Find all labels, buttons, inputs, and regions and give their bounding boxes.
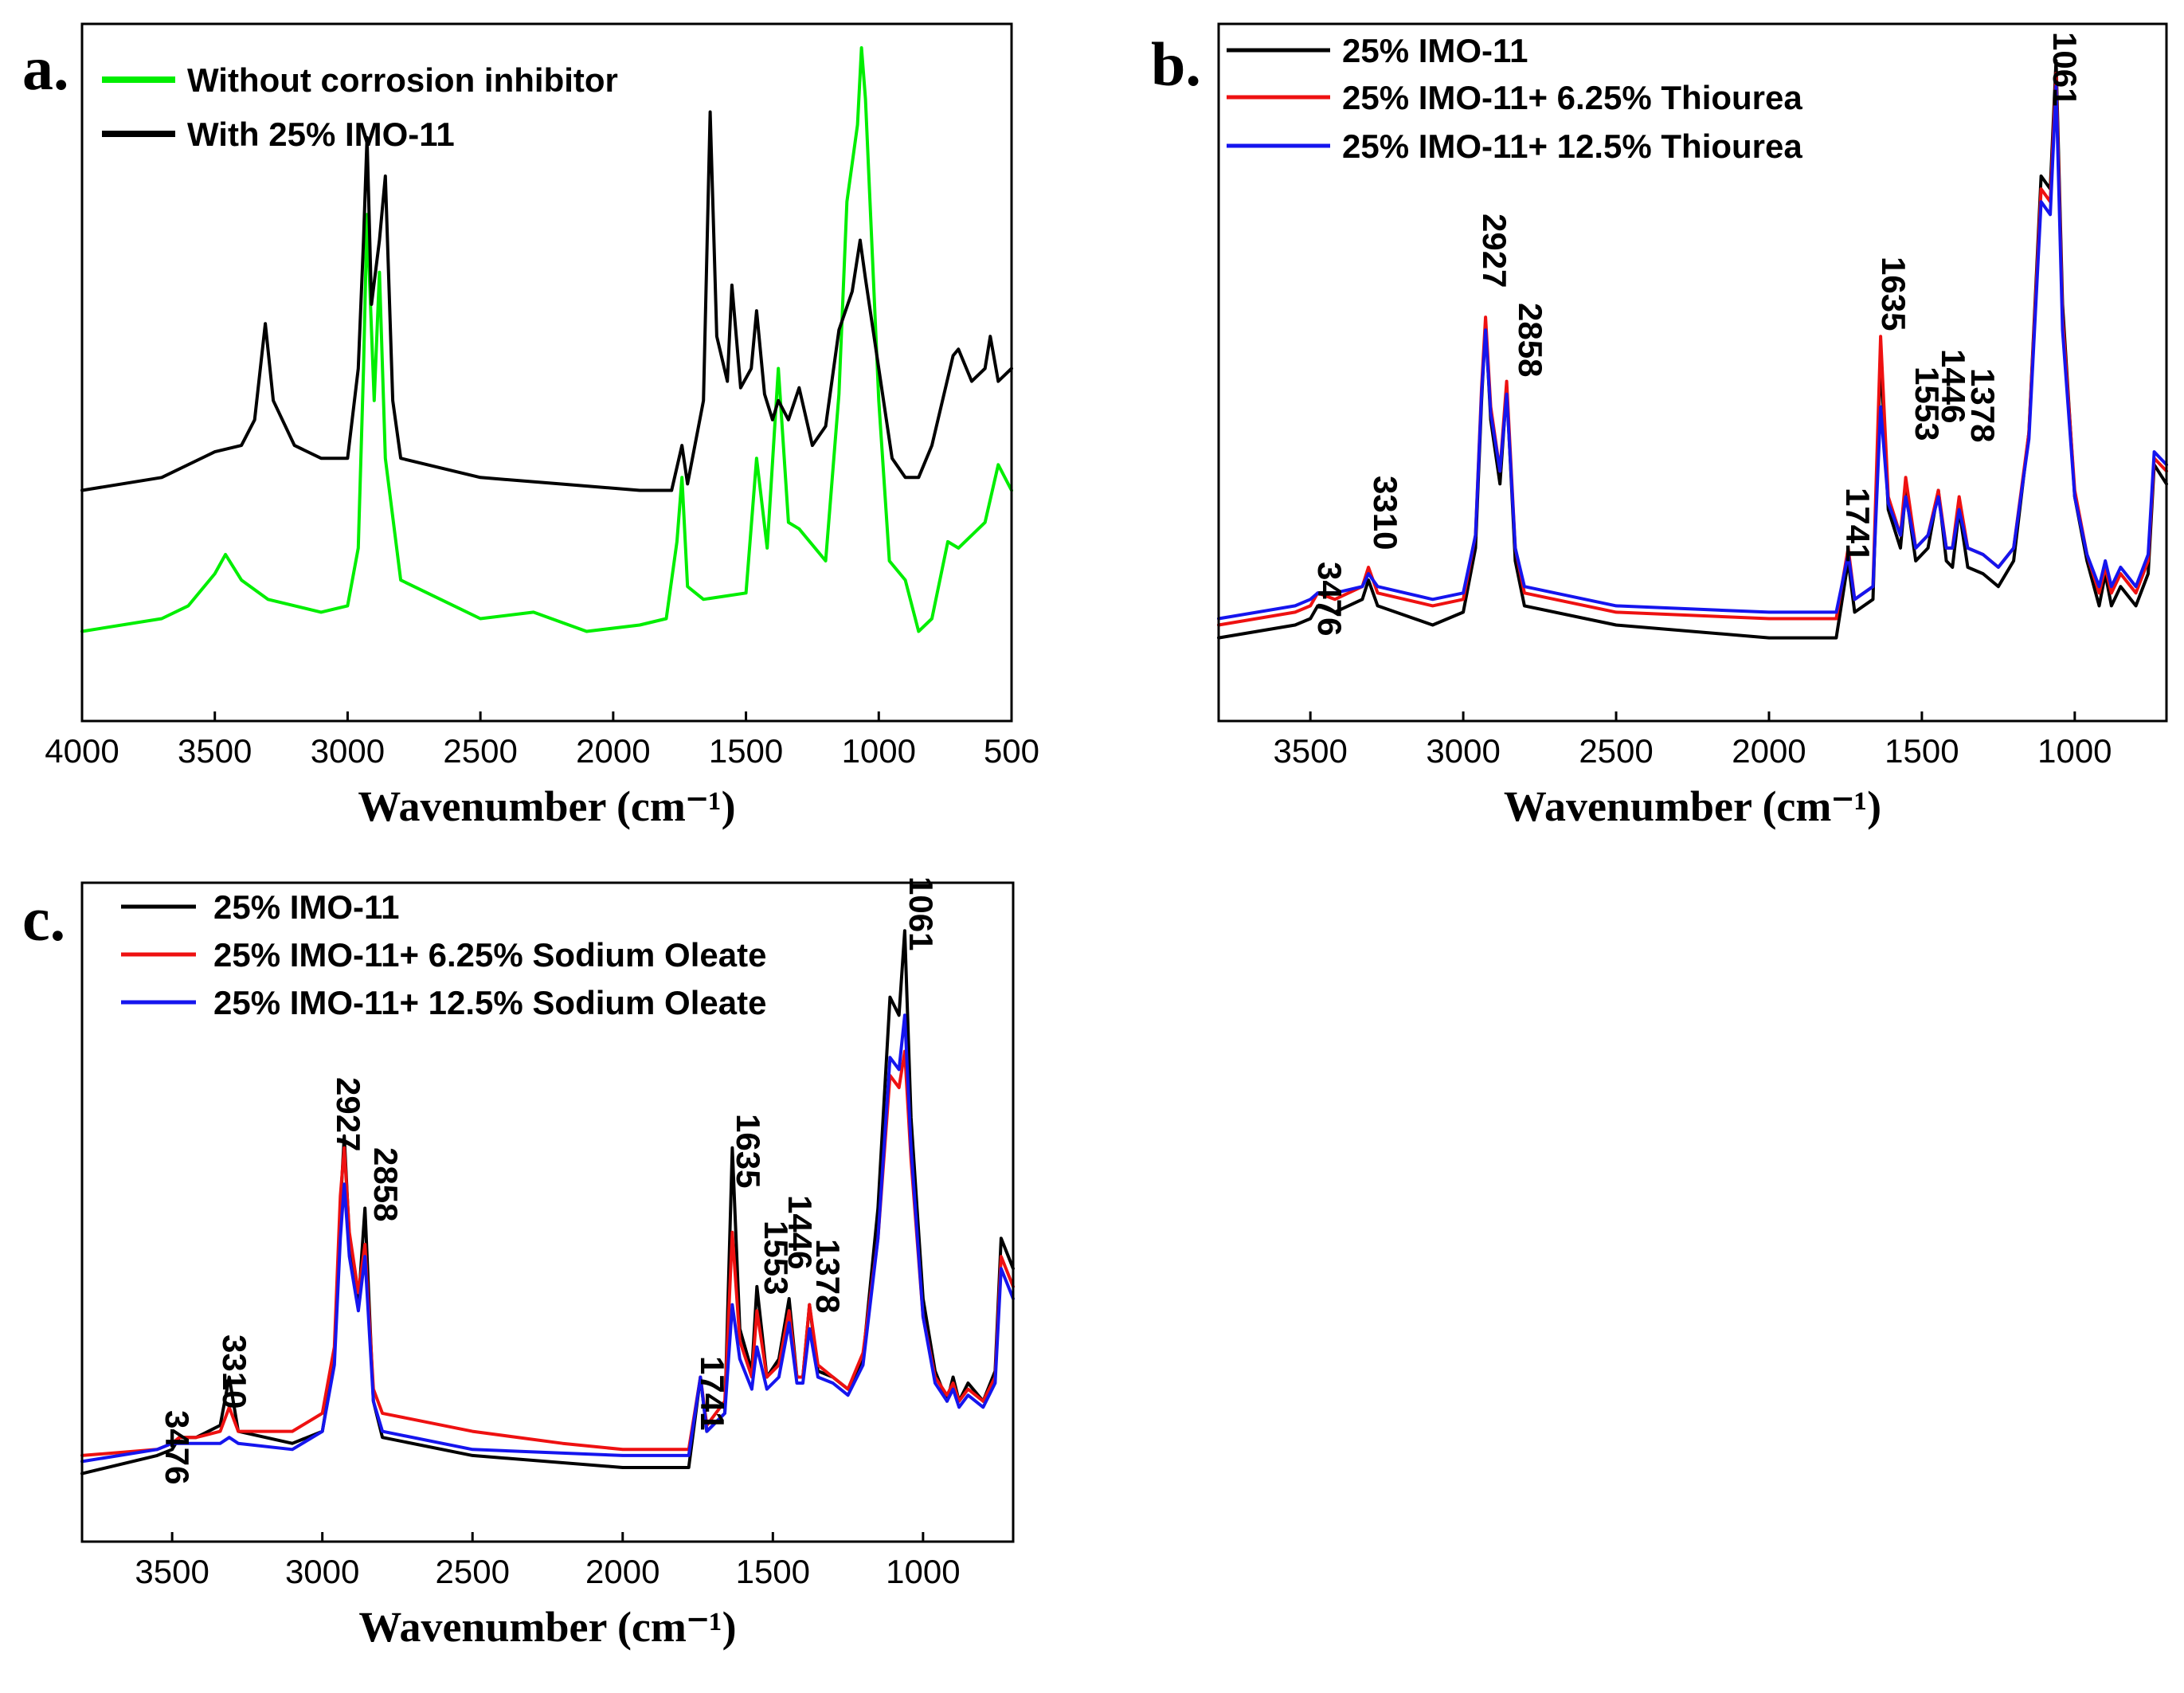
plot-frame-a: [80, 22, 1013, 723]
peak-label-b-3310: 3310: [1367, 476, 1404, 550]
x-tick-label-c-2000: 2000: [585, 1553, 660, 1590]
x-tick-label-a-1000: 1000: [842, 732, 916, 770]
series-line-b-25-imo-11-12-5-thiourea: [1217, 84, 2168, 621]
x-tick-label-a-3500: 3500: [178, 732, 252, 770]
peak-label-c-1061: 1061: [902, 876, 940, 950]
peak-label-b-1553: 1553: [1908, 366, 1946, 441]
peak-label-b-2927: 2927: [1476, 214, 1513, 288]
plot-frame-c: [80, 881, 1015, 1543]
legend-label-b-25-imo-11-6-25-thiourea: 25% IMO-11+ 6.25% Thiourea: [1342, 79, 1802, 116]
peak-label-c-1741: 1741: [694, 1356, 731, 1430]
legend-label-c-25-imo-11: 25% IMO-11: [213, 888, 399, 926]
legend-label-b-25-imo-11: 25% IMO-11: [1342, 32, 1528, 69]
x-tick-label-c-1500: 1500: [736, 1553, 810, 1590]
x-tick-label-b-3000: 3000: [1426, 732, 1500, 770]
x-tick-label-a-2000: 2000: [576, 732, 650, 770]
x-tick-label-a-500: 500: [984, 732, 1039, 770]
peak-label-c-2927: 2927: [330, 1077, 367, 1151]
x-tick-label-b-1500: 1500: [1885, 732, 1959, 770]
peak-label-b-1446: 1446: [1935, 349, 1972, 423]
series-line-c-25-imo-11-12-5-sodium-oleate: [80, 1013, 1015, 1464]
plot-frame-b: [1217, 22, 2168, 723]
x-axis-label-c: Wavenumber (cm⁻¹): [358, 1603, 736, 1651]
panel-b: 3500 3000 2500 2000 1500 1000 Wavenumber (cm⁻¹…: [1151, 22, 2168, 830]
peak-label-b-3476: 3476: [1311, 562, 1348, 636]
x-axis-label-b: Wavenumber (cm⁻¹): [1504, 782, 1881, 830]
x-tick-label-a-4000: 4000: [45, 732, 119, 770]
peak-label-c-3310: 3310: [216, 1334, 253, 1409]
legend-label-a-without-corrosion-inhibitor: Without corrosion inhibitor: [187, 61, 618, 99]
peak-label-c-1378: 1378: [809, 1239, 847, 1313]
legend-label-a-with-25-imo-11: With 25% IMO-11: [187, 116, 455, 153]
peak-label-b-1635: 1635: [1875, 257, 1912, 331]
series-line-a-with-25-imo-11: [80, 110, 1013, 492]
x-tick-label-c-2500: 2500: [436, 1553, 510, 1590]
x-axis-label-a: Wavenumber (cm⁻¹): [358, 782, 735, 830]
panel-a: 4000 3500 3000 2500 2000 1500 1000 500 Wavenumbe…: [22, 22, 1039, 830]
peak-label-c-3476: 3476: [159, 1410, 196, 1484]
peak-label-b-1741: 1741: [1839, 488, 1877, 562]
x-tick-label-c-1000: 1000: [886, 1553, 960, 1590]
x-tick-label-c-3000: 3000: [285, 1553, 359, 1590]
legend-label-c-25-imo-11-6-25-sodium-oleate: 25% IMO-11+ 6.25% Sodium Oleate: [213, 936, 766, 974]
x-tick-label-b-2500: 2500: [1579, 732, 1653, 770]
legend-label-b-25-imo-11-12-5-thiourea: 25% IMO-11+ 12.5% Thiourea: [1342, 127, 1802, 165]
x-tick-label-b-2000: 2000: [1732, 732, 1806, 770]
peak-label-b-2858: 2858: [1512, 303, 1549, 377]
panel-c: 3500 3000 2500 2000 1500 1000 Wavenumber (cm⁻¹…: [22, 876, 1015, 1651]
x-tick-label-b-3500: 3500: [1273, 732, 1347, 770]
peak-label-c-2858: 2858: [367, 1147, 405, 1221]
peak-label-b-1061: 1061: [2046, 32, 2084, 106]
panel-letter-c: c.: [22, 884, 65, 954]
panel-letter-b: b.: [1151, 29, 1201, 99]
x-tick-label-a-2500: 2500: [443, 732, 517, 770]
series-line-a-without-corrosion-inhibitor: [80, 46, 1013, 633]
peak-label-c-1553: 1553: [757, 1221, 795, 1295]
x-tick-label-a-3000: 3000: [311, 732, 385, 770]
legend-label-c-25-imo-11-12-5-sodium-oleate: 25% IMO-11+ 12.5% Sodium Oleate: [213, 984, 766, 1021]
peak-label-c-1635: 1635: [730, 1114, 767, 1188]
x-tick-label-c-3500: 3500: [135, 1553, 209, 1590]
peak-label-c-1446: 1446: [781, 1195, 819, 1269]
panel-letter-a: a.: [22, 33, 69, 103]
x-tick-label-b-1000: 1000: [2037, 732, 2112, 770]
x-tick-label-a-1500: 1500: [709, 732, 783, 770]
peak-label-b-1378: 1378: [1964, 368, 2002, 442]
